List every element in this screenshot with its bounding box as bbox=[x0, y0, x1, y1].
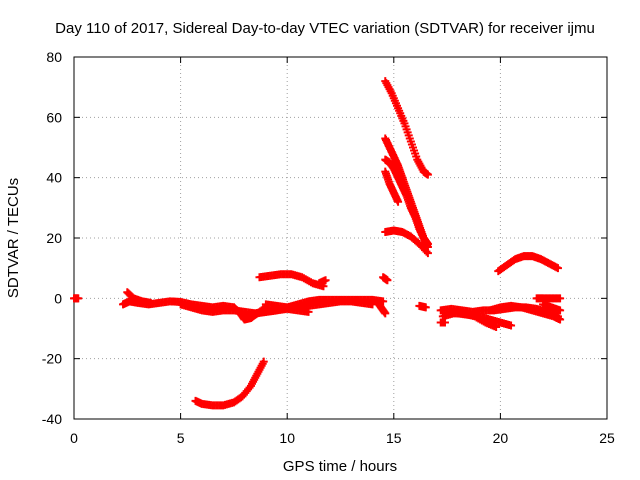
series-arc-zero-a bbox=[70, 294, 83, 303]
data-point bbox=[394, 197, 403, 206]
series-arc-high-3 bbox=[381, 155, 432, 249]
data-point bbox=[321, 276, 330, 285]
data-point bbox=[259, 357, 268, 366]
data-point bbox=[422, 247, 431, 256]
data-point bbox=[556, 294, 565, 303]
series-arc-late-4 bbox=[485, 301, 565, 324]
series-arc-mid-1 bbox=[379, 273, 392, 285]
data-point bbox=[74, 294, 83, 303]
series-arc-late-6 bbox=[539, 300, 565, 315]
series-arc-neg bbox=[191, 357, 268, 410]
x-tick-label: 10 bbox=[279, 430, 295, 446]
y-axis-label: SDTVAR / TECUs bbox=[5, 178, 22, 298]
data-point bbox=[381, 309, 390, 318]
y-tick-label: 60 bbox=[46, 109, 62, 125]
x-tick-label: 25 bbox=[599, 430, 615, 446]
chart-title: Day 110 of 2017, Sidereal Day-to-day VTE… bbox=[55, 20, 595, 37]
grid bbox=[74, 57, 607, 419]
data-point bbox=[383, 276, 392, 285]
data-point bbox=[556, 315, 565, 324]
series-arc-high-1 bbox=[381, 77, 432, 179]
series-arc-base-2 bbox=[123, 288, 155, 307]
y-tick-label: 80 bbox=[46, 49, 62, 65]
y-tick-label: -20 bbox=[42, 351, 62, 367]
series-arc-late-pos bbox=[494, 252, 562, 276]
data-point bbox=[553, 264, 562, 273]
x-tick-label: 20 bbox=[493, 430, 509, 446]
series-arc-mid-2 bbox=[415, 301, 430, 312]
series-arc-high-5 bbox=[381, 226, 432, 258]
x-tick-label: 0 bbox=[70, 430, 78, 446]
x-tick-label: 15 bbox=[386, 430, 402, 446]
x-axis-label: GPS time / hours bbox=[283, 458, 397, 475]
plot-frame bbox=[73, 56, 608, 420]
y-tick-label: -40 bbox=[42, 411, 62, 427]
data-point bbox=[423, 249, 432, 258]
data-series bbox=[70, 77, 565, 410]
data-point bbox=[423, 240, 432, 249]
data-point bbox=[423, 170, 432, 179]
axis-ticks: 0 5 10 15 20 25 -40 -20 0 20 40 60 80 bbox=[42, 49, 615, 446]
x-tick-label: 5 bbox=[177, 430, 185, 446]
data-point bbox=[440, 318, 449, 327]
y-tick-label: 40 bbox=[46, 170, 62, 186]
data-point bbox=[507, 321, 516, 330]
series-arc-pos-1 bbox=[255, 270, 328, 291]
series-arc-zero-b bbox=[436, 318, 449, 327]
series-arc-late-5 bbox=[532, 294, 565, 303]
series-arc-late-3 bbox=[453, 309, 516, 330]
y-tick-label: 0 bbox=[54, 290, 62, 306]
series-arc-high-4 bbox=[381, 167, 403, 206]
data-point bbox=[556, 306, 565, 315]
y-tick-label: 20 bbox=[46, 230, 62, 246]
series-arc-base-6 bbox=[261, 297, 377, 312]
series-arc-pos-2 bbox=[315, 276, 330, 288]
data-point bbox=[146, 298, 155, 307]
series-arc-base-7 bbox=[372, 297, 390, 318]
data-point bbox=[421, 303, 430, 312]
